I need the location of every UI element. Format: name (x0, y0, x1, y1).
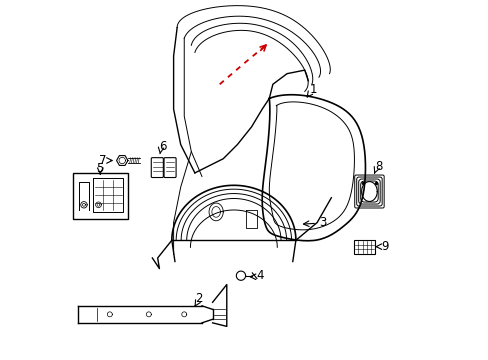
FancyBboxPatch shape (358, 179, 379, 204)
Text: 6: 6 (159, 140, 166, 153)
Text: 4: 4 (256, 269, 264, 282)
FancyBboxPatch shape (151, 158, 163, 177)
Text: 3: 3 (318, 216, 325, 229)
Bar (72, 173, 127, 219)
Bar (354, 240, 374, 254)
Text: 8: 8 (374, 160, 382, 173)
FancyBboxPatch shape (163, 158, 176, 177)
Text: 2: 2 (194, 292, 202, 305)
Text: 7: 7 (99, 154, 106, 167)
FancyBboxPatch shape (360, 181, 377, 202)
FancyBboxPatch shape (354, 175, 384, 208)
Text: 1: 1 (309, 83, 317, 96)
Text: 5: 5 (96, 162, 104, 175)
FancyBboxPatch shape (356, 177, 382, 206)
Text: 9: 9 (380, 240, 387, 253)
